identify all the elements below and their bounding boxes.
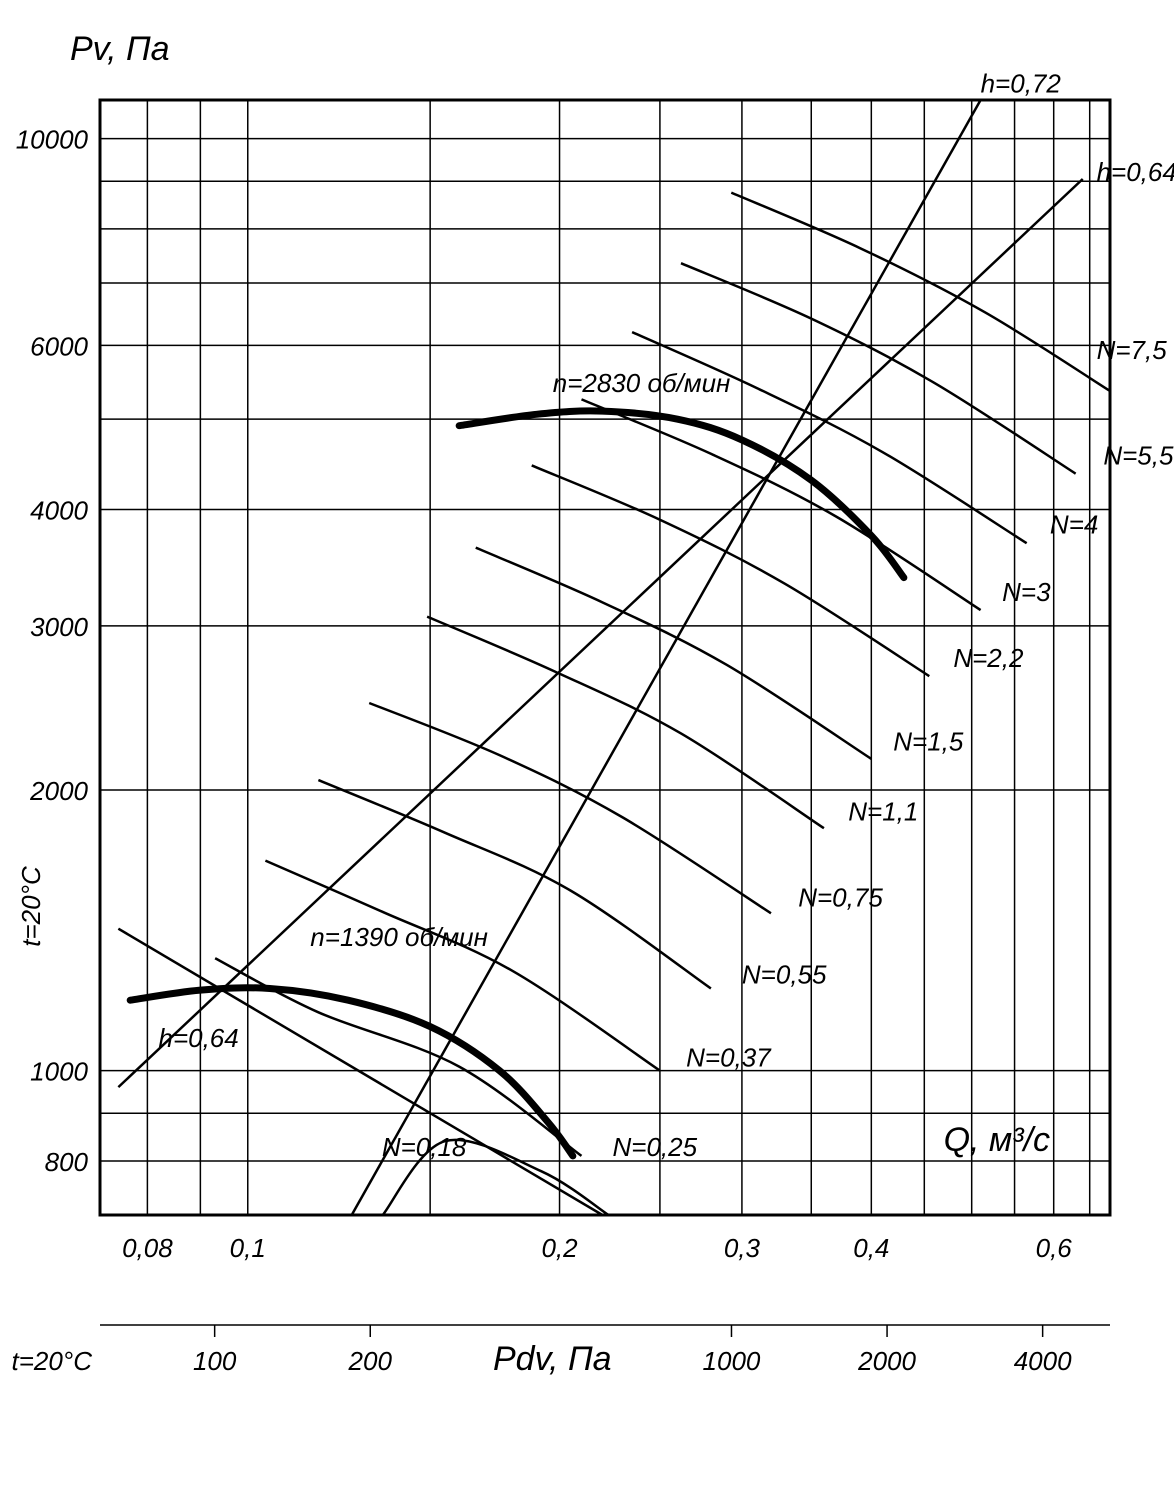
inline-annotation: N=4 [1050, 509, 1098, 539]
inline-annotation: N=5,5 [1103, 441, 1174, 471]
inline-annotation: N=1,5 [893, 727, 964, 757]
y-tick-label: 1000 [30, 1057, 88, 1087]
y-axis-label: Pv, Па [70, 30, 170, 68]
x-tick-label: 0,08 [122, 1233, 173, 1263]
inline-annotation: N=3 [1002, 577, 1051, 607]
inline-annotation: N=0,55 [742, 960, 827, 990]
inline-annotation: h=0,72 [981, 69, 1062, 99]
inline-annotation: N=7,5 [1097, 335, 1168, 365]
inline-annotation: N=0,25 [613, 1132, 698, 1162]
y-tick-label: 2000 [29, 776, 88, 806]
x-tick-label: 0,6 [1036, 1233, 1073, 1263]
x-tick-label: 0,3 [724, 1233, 761, 1263]
inline-annotation: h=0,64 [1097, 157, 1174, 187]
pdv-tick-label: 4000 [1014, 1346, 1072, 1376]
inline-annotation: n=1390 об/мин [310, 922, 488, 952]
speed-curves [130, 411, 904, 1156]
efficiency-lines [118, 100, 1082, 1215]
pdv-tick-label: 2000 [857, 1346, 916, 1376]
inline-annotation: N=2,2 [953, 643, 1024, 673]
inline-annotation: N=1,1 [848, 797, 918, 827]
x-tick-label: 0,4 [853, 1233, 889, 1263]
x-tick-label: 0,1 [230, 1233, 266, 1263]
x-tick-label: 0,2 [541, 1233, 578, 1263]
y-tick-label: 800 [45, 1147, 89, 1177]
pdv-left-label: t=20°C [11, 1346, 92, 1376]
y-tick-label: 6000 [30, 331, 88, 361]
fan-performance-chart: Pv, Па 800 1000 2000 3000 4000 6000 10000 0,08 0,… [0, 0, 1174, 1501]
inline-annotation: N=0,18 [382, 1132, 467, 1162]
x-axis-q-label: Q, м³/с [944, 1121, 1050, 1159]
left-boundary-line [118, 929, 602, 1215]
inline-annotation: h=0,64 [158, 1023, 238, 1053]
y-tick-label: 10000 [16, 125, 89, 155]
inline-annotation: N=0,37 [686, 1043, 772, 1073]
inline-annotation: n=2830 об/мин [553, 368, 731, 398]
y-tick-label: 3000 [30, 612, 88, 642]
pdv-axis-label: Pdv, Па [493, 1340, 612, 1378]
side-temperature-label: t=20°C [16, 866, 46, 947]
pdv-tick-label: 200 [348, 1346, 393, 1376]
pdv-tick-label: 1000 [703, 1346, 761, 1376]
pdv-tick-label: 100 [193, 1346, 237, 1376]
inline-annotation: N=0,75 [798, 882, 883, 912]
y-tick-label: 4000 [30, 495, 88, 525]
